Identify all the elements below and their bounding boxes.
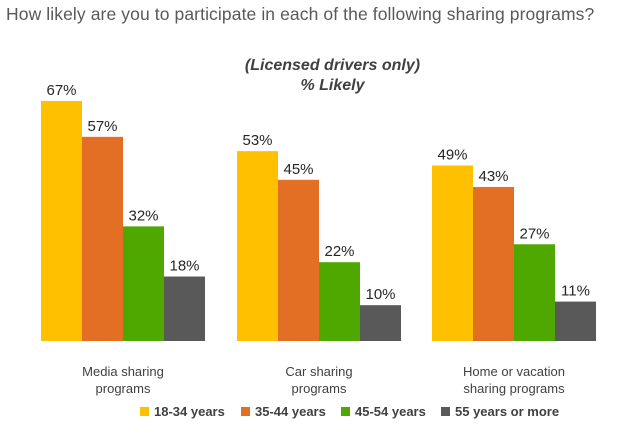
bar-car-sharing-35-44 bbox=[278, 179, 319, 341]
legend-item-55-plus: 55 years or more bbox=[441, 404, 559, 419]
legend-swatch-55-plus bbox=[441, 407, 450, 416]
legend: 18-34 years 35-44 years 45-54 years 55 y… bbox=[0, 404, 635, 424]
data-label-home-vacation-sharing-18-34: 49% bbox=[437, 146, 467, 163]
legend-swatch-45-54 bbox=[341, 407, 350, 416]
bar-home-vacation-sharing-18-34 bbox=[432, 165, 473, 341]
legend-swatch-35-44 bbox=[241, 407, 250, 416]
data-label-media-sharing-55-plus: 18% bbox=[169, 258, 199, 275]
legend-item-45-54: 45-54 years bbox=[341, 404, 426, 419]
category-label-media-sharing-line-2: programs bbox=[96, 381, 151, 396]
legend-item-18-34: 18-34 years bbox=[140, 404, 225, 419]
data-label-car-sharing-35-44: 45% bbox=[283, 161, 313, 178]
data-label-car-sharing-45-54: 22% bbox=[324, 243, 354, 260]
data-label-home-vacation-sharing-35-44: 43% bbox=[478, 168, 508, 185]
subtitle-line-likely: % Likely bbox=[300, 77, 365, 94]
subtitle-line-licensed: (Licensed drivers only) bbox=[244, 57, 421, 74]
legend-label-45-54: 45-54 years bbox=[355, 404, 426, 419]
bar-car-sharing-45-54 bbox=[319, 262, 360, 341]
chart-subtitle: (Licensed drivers only) % Likely bbox=[0, 56, 635, 96]
category-label-car-sharing-line-1: Car sharing bbox=[285, 364, 352, 379]
legend-swatch-18-34 bbox=[140, 407, 149, 416]
bar-home-vacation-sharing-45-54 bbox=[514, 244, 555, 341]
data-label-media-sharing-18-34: 67% bbox=[46, 82, 76, 99]
bar-car-sharing-18-34 bbox=[237, 151, 278, 341]
bar-media-sharing-35-44 bbox=[82, 136, 123, 341]
category-label-media-sharing-line-1: Media sharing bbox=[82, 364, 164, 379]
bar-media-sharing-18-34 bbox=[41, 101, 82, 341]
chart-title: How likely are you to participate in eac… bbox=[6, 4, 595, 24]
data-label-home-vacation-sharing-55-plus: 11% bbox=[561, 283, 590, 300]
category-label-home-vacation-sharing-line-1: Home or vacation bbox=[463, 364, 565, 379]
data-label-media-sharing-45-54: 32% bbox=[128, 207, 158, 224]
bar-chart: 67% 57% 32% 18% Media sharing programs 53% 45% 2… bbox=[41, 82, 596, 396]
data-label-home-vacation-sharing-45-54: 27% bbox=[519, 225, 549, 242]
data-label-car-sharing-55-plus: 10% bbox=[365, 286, 395, 303]
bar-home-vacation-sharing-55-plus bbox=[555, 301, 596, 341]
legend-label-18-34: 18-34 years bbox=[154, 404, 225, 419]
category-label-home-vacation-sharing-line-2: sharing programs bbox=[463, 381, 565, 396]
data-label-media-sharing-35-44: 57% bbox=[87, 118, 117, 135]
bar-media-sharing-55-plus bbox=[164, 276, 205, 341]
bar-media-sharing-45-54 bbox=[123, 226, 164, 341]
legend-label-55-plus: 55 years or more bbox=[455, 404, 560, 419]
bar-home-vacation-sharing-35-44 bbox=[473, 186, 514, 341]
legend-label-35-44: 35-44 years bbox=[255, 404, 326, 419]
bar-car-sharing-55-plus bbox=[360, 305, 401, 341]
category-label-car-sharing-line-2: programs bbox=[292, 381, 347, 396]
legend-item-35-44: 35-44 years bbox=[241, 404, 326, 419]
data-label-car-sharing-18-34: 53% bbox=[242, 132, 272, 149]
